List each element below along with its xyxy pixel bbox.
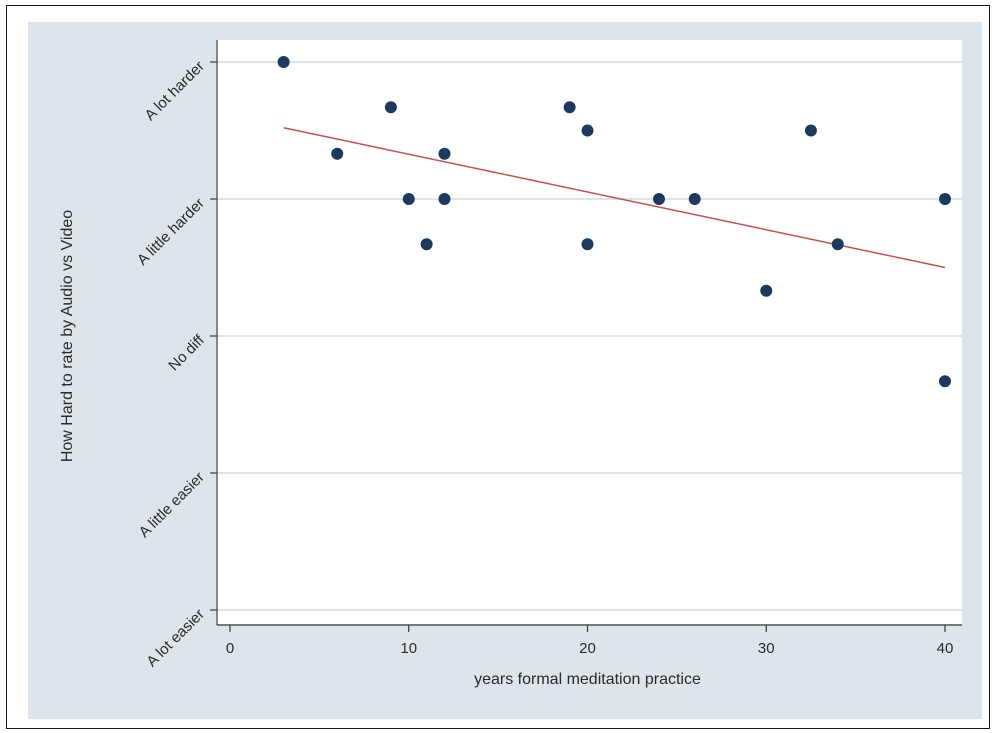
data-point [653,193,665,205]
data-point [760,285,772,297]
data-point [331,148,343,160]
data-point [439,193,451,205]
data-point [385,101,397,113]
y-axis-title: How Hard to rate by Audio vs Video [59,210,76,462]
data-point [805,125,817,137]
data-point [939,375,951,387]
x-tick-label: 0 [226,640,234,657]
data-point [582,125,594,137]
data-point [832,238,844,250]
x-axis-title: years formal meditation practice [474,671,701,688]
data-point [564,101,576,113]
data-point [582,238,594,250]
x-tick-label: 20 [579,640,596,657]
x-tick-label: 30 [758,640,775,657]
data-point [939,193,951,205]
data-point [421,238,433,250]
x-tick-label: 40 [937,640,954,657]
data-point [439,148,451,160]
data-point [403,193,415,205]
x-tick-label: 10 [400,640,417,657]
data-point [689,193,701,205]
data-point [278,56,290,68]
